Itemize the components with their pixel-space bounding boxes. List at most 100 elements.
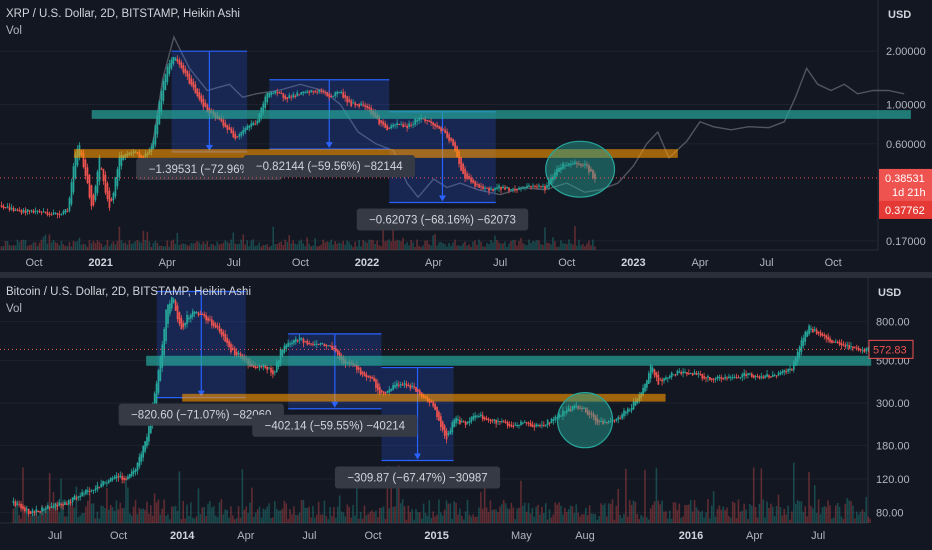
btc-candle (308, 342, 311, 345)
btc-volume-bar (604, 503, 606, 523)
xrp-volume-bar (546, 242, 548, 250)
btc-volume-bar (344, 516, 347, 523)
xrp-volume-bar (240, 239, 243, 250)
btc-volume-bar (352, 504, 354, 523)
btc-volume-bar (773, 516, 776, 523)
btc-candle (497, 420, 499, 422)
btc-volume-bar (441, 515, 444, 523)
xrp-candle (378, 116, 381, 125)
xrp-candle (390, 125, 393, 129)
btc-volume-bar (176, 510, 179, 523)
btc-candle (720, 377, 723, 380)
btc-volume-bar (22, 467, 24, 523)
btc-volume-bar (733, 502, 736, 523)
xrp-volume-bar (254, 245, 257, 250)
btc-candle (186, 314, 188, 325)
btc-candle (22, 506, 24, 509)
btc-candle (138, 456, 141, 467)
xrp-chart-pane[interactable]: −1.39531 (−72.96%) −1 −0.82144 (−59.56%) … (0, 0, 932, 272)
btc-volume-bar (293, 506, 295, 523)
btc-candle (232, 347, 234, 350)
btc-support-zone (182, 393, 666, 402)
xrp-candle (14, 209, 17, 211)
btc-volume-bar (285, 503, 288, 523)
xrp-candle (460, 157, 462, 171)
btc-volume-bar (157, 499, 160, 523)
btc-volume-bar (298, 512, 301, 523)
btc-candle (760, 376, 763, 378)
btc-volume-bar (842, 519, 845, 523)
btc-candle (485, 418, 488, 420)
xrp-volume-bar (10, 245, 13, 250)
btc-volume-bar (577, 512, 579, 523)
xrp-candle (426, 120, 428, 122)
xrp-candle (162, 80, 165, 101)
btc-candle (558, 414, 560, 418)
xrp-candle (500, 186, 502, 190)
btc-candle (157, 370, 160, 393)
xrp-candle (562, 163, 564, 169)
btc-candle (321, 343, 324, 345)
xrp-highlight-ellipse (545, 140, 616, 198)
xrp-candle (202, 98, 205, 107)
xrp-volume-bar (38, 242, 41, 250)
btc-price-tick: 180.00 (876, 440, 910, 452)
xrp-currency-label: USD (888, 9, 911, 21)
xrp-volume-bar (536, 240, 538, 250)
btc-volume-bar (104, 508, 106, 523)
btc-chart-pane[interactable]: −820.60 (−71.07%) −82060 −402.14 (−59.55%… (0, 278, 932, 550)
btc-volume-bar (562, 514, 564, 523)
xrp-candle (594, 173, 596, 180)
btc-time-tick: 2016 (679, 530, 703, 542)
btc-volume-bar (821, 507, 824, 523)
xrp-volume-bar (164, 246, 167, 250)
xrp-candle (256, 120, 259, 124)
btc-volume-bar (495, 509, 497, 523)
pane-divider[interactable] (0, 272, 932, 278)
xrp-volume-bar (236, 244, 239, 250)
xrp-volume-bar (268, 246, 271, 250)
xrp-candle (310, 90, 313, 93)
xrp-volume-bar (332, 244, 334, 250)
btc-volume-bar (817, 499, 820, 523)
xrp-candle (446, 131, 448, 138)
btc-volume-bar (148, 513, 150, 523)
btc-time-tick: 2015 (424, 530, 448, 542)
btc-volume-bar (369, 511, 371, 523)
btc-measure-label-text: −820.60 (−71.07%) −82060 (131, 410, 271, 422)
btc-chart-canvas[interactable]: −820.60 (−71.07%) −82060−402.14 (−59.55%… (0, 278, 932, 550)
btc-candle (585, 408, 587, 413)
xrp-candle (192, 81, 195, 88)
xrp-volume-bar (292, 240, 295, 250)
btc-volume-bar (169, 519, 171, 523)
btc-candle (90, 490, 93, 492)
btc-volume-bar (205, 516, 207, 523)
btc-volume-bar (863, 512, 866, 523)
btc-volume-bar (24, 510, 26, 523)
btc-volume-bar (66, 516, 68, 523)
btc-candle (678, 371, 681, 373)
btc-volume-bar (111, 507, 114, 523)
btc-candle (296, 340, 299, 342)
btc-volume-bar (199, 514, 202, 523)
xrp-chart-canvas[interactable]: −1.39531 (−72.96%) −1−0.82144 (−59.56%) … (0, 0, 932, 272)
xrp-candle (414, 118, 416, 125)
btc-volume-bar (16, 500, 19, 523)
xrp-volume-bar (102, 246, 105, 250)
xrp-time-tick: Jul (760, 257, 774, 269)
btc-candle (27, 509, 30, 515)
btc-volume-bar (493, 509, 496, 523)
btc-volume-bar (649, 508, 652, 523)
btc-volume-bar (514, 519, 517, 523)
xrp-candle (550, 177, 552, 184)
btc-volume-bar (602, 505, 604, 523)
btc-volume-bar (697, 509, 700, 523)
xrp-price-tick: 0.17000 (886, 236, 926, 248)
xrp-volume-bar (210, 243, 213, 250)
xrp-volume-bar (384, 241, 386, 250)
btc-volume-bar (678, 503, 681, 523)
btc-candle (518, 424, 520, 426)
btc-candle (356, 364, 358, 370)
btc-volume-bar (735, 518, 738, 523)
btc-volume-bar (541, 506, 543, 523)
